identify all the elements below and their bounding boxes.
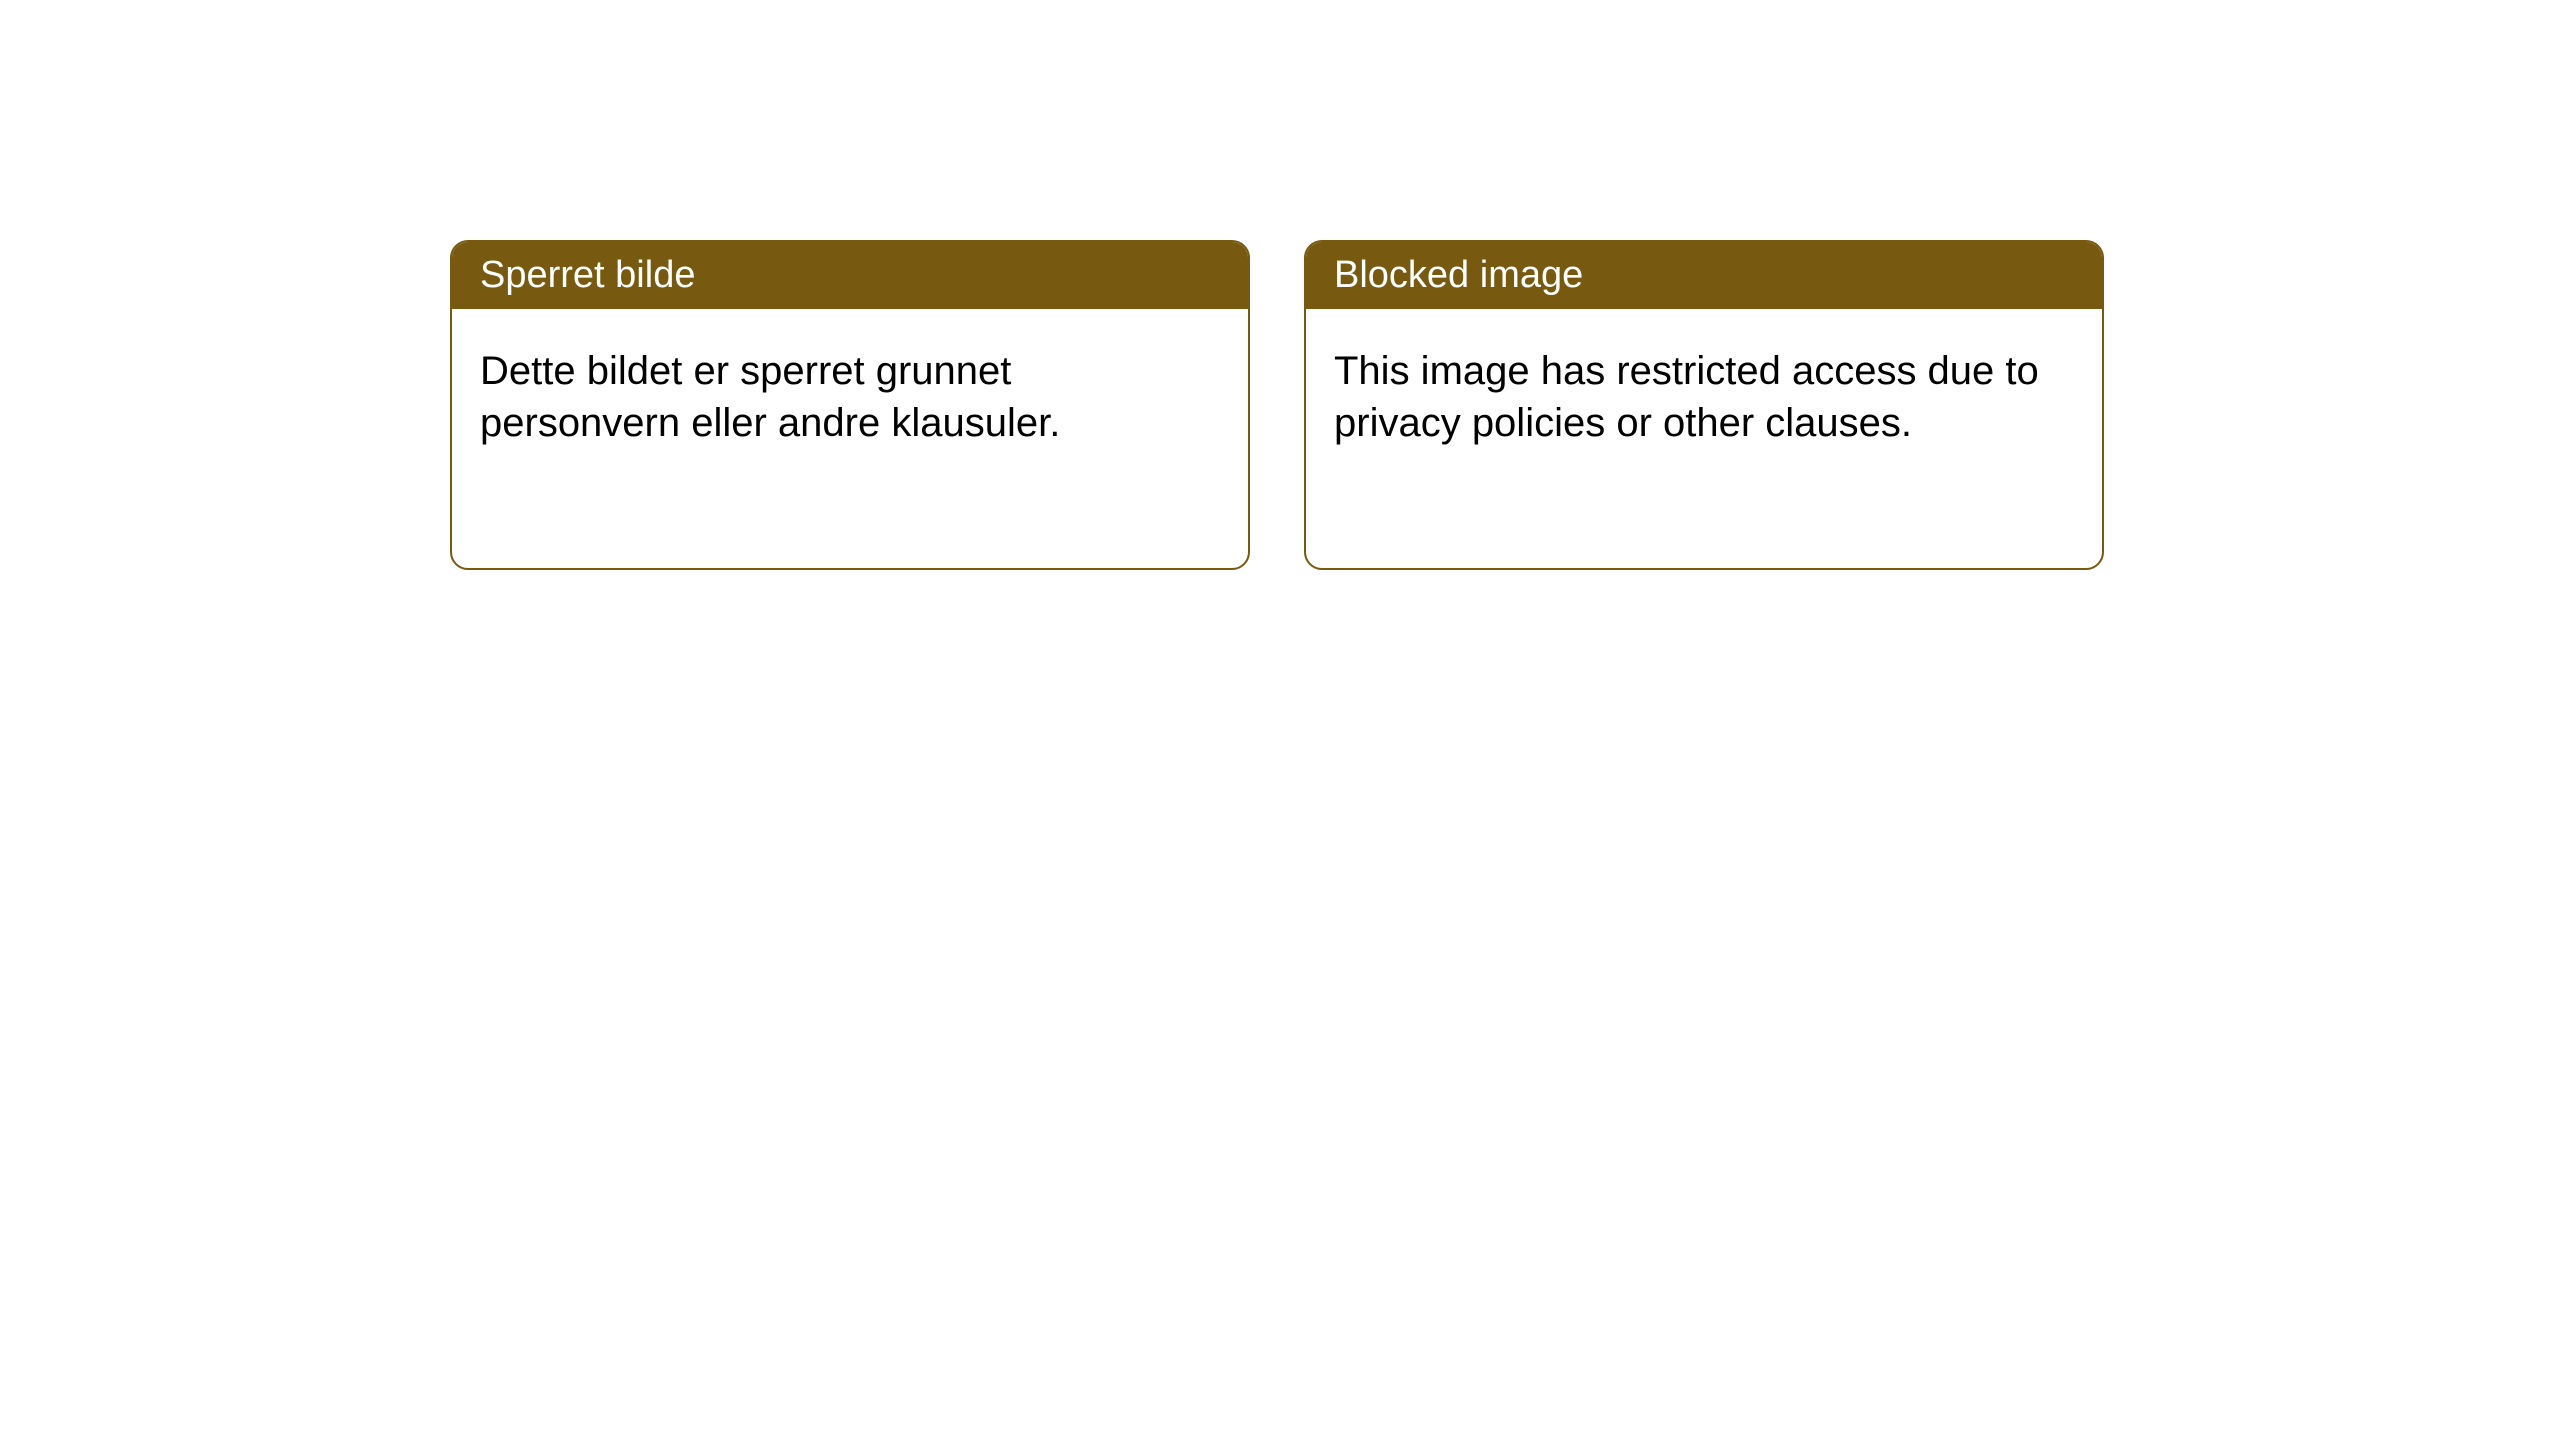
card-title: Sperret bilde xyxy=(480,254,695,296)
notice-card-english: Blocked image This image has restricted … xyxy=(1304,240,2104,570)
card-header: Sperret bilde xyxy=(452,242,1248,309)
notice-cards-container: Sperret bilde Dette bildet er sperret gr… xyxy=(450,240,2104,570)
card-body-text: Dette bildet er sperret grunnet personve… xyxy=(480,349,1060,445)
card-body-text: This image has restricted access due to … xyxy=(1334,349,2039,445)
card-body: Dette bildet er sperret grunnet personve… xyxy=(452,309,1248,485)
card-body: This image has restricted access due to … xyxy=(1306,309,2102,485)
card-title: Blocked image xyxy=(1334,254,1583,296)
notice-card-norwegian: Sperret bilde Dette bildet er sperret gr… xyxy=(450,240,1250,570)
card-header: Blocked image xyxy=(1306,242,2102,309)
